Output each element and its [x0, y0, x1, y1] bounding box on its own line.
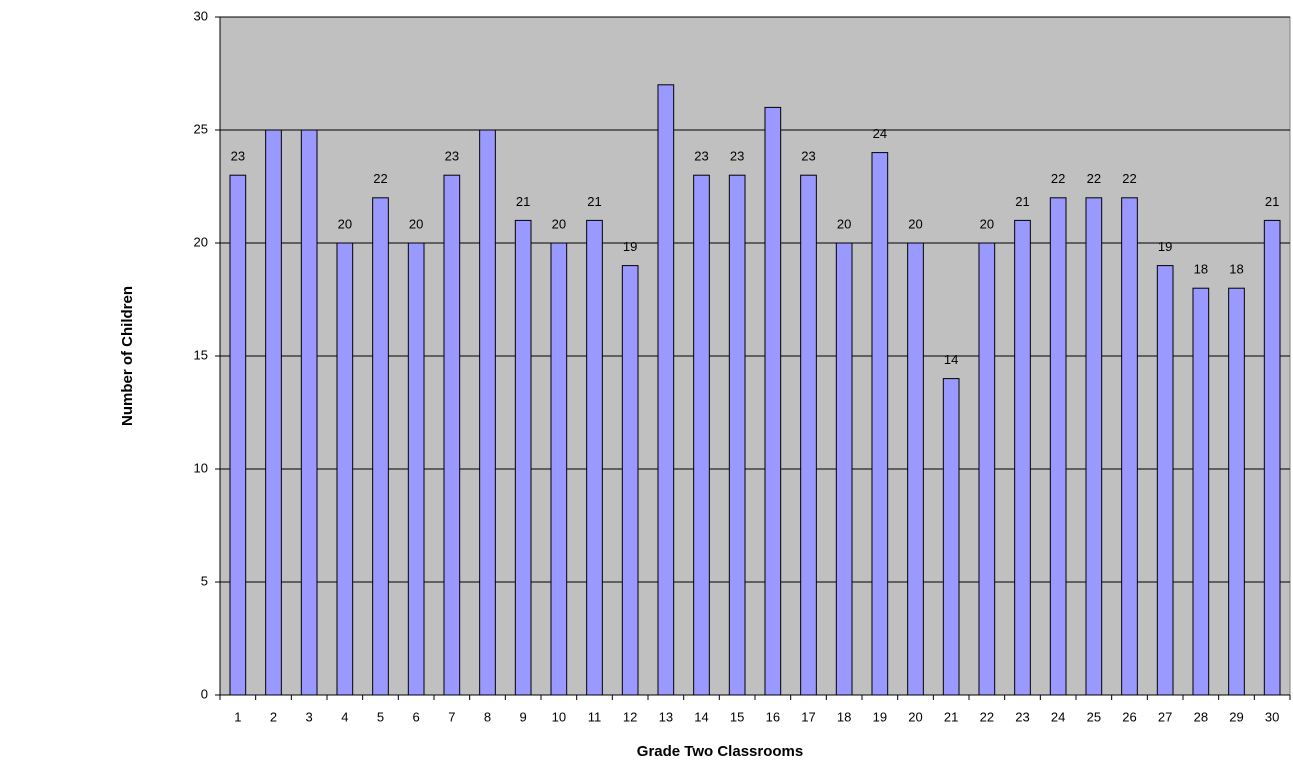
y-tick-label: 10	[194, 460, 208, 475]
bar	[978, 242, 996, 696]
x-tick-label: 22	[980, 709, 994, 724]
value-label: 21	[587, 194, 601, 209]
value-label: 20	[980, 216, 994, 231]
bar	[229, 174, 247, 696]
x-tick-label: 25	[1087, 709, 1101, 724]
x-tick-label: 21	[944, 709, 958, 724]
bar	[1049, 197, 1067, 696]
bar	[265, 129, 282, 696]
bar	[550, 242, 568, 696]
x-tick-label: 9	[520, 709, 527, 724]
value-label: 19	[1158, 239, 1172, 254]
x-tick-label: 26	[1122, 709, 1136, 724]
value-label: 21	[1265, 194, 1279, 209]
y-tick-label: 5	[201, 573, 208, 588]
bar	[479, 129, 496, 696]
bar	[1263, 219, 1281, 696]
value-label: 19	[623, 239, 637, 254]
x-tick-label: 7	[448, 709, 455, 724]
value-label: 18	[1194, 262, 1208, 277]
x-tick-label: 12	[623, 709, 637, 724]
x-tick-label: 14	[694, 709, 708, 724]
value-label: 22	[1051, 171, 1065, 186]
x-tick-label: 10	[552, 709, 566, 724]
y-tick-label: 0	[201, 686, 208, 701]
value-label: 22	[373, 171, 387, 186]
bar	[1156, 265, 1174, 696]
bar	[621, 265, 639, 696]
x-tick-label: 27	[1158, 709, 1172, 724]
bar	[657, 84, 675, 696]
value-label: 20	[552, 216, 566, 231]
x-tick-label: 17	[801, 709, 815, 724]
bar	[728, 174, 746, 696]
x-tick-label: 3	[306, 709, 313, 724]
value-label: 23	[801, 149, 815, 164]
bar	[764, 106, 782, 696]
bar	[871, 152, 889, 696]
value-label: 23	[730, 149, 744, 164]
x-tick-label: 29	[1229, 709, 1243, 724]
x-tick-label: 8	[484, 709, 491, 724]
x-tick-label: 19	[873, 709, 887, 724]
x-tick-label: 18	[837, 709, 851, 724]
bar	[336, 242, 354, 696]
x-tick-label: 30	[1265, 709, 1279, 724]
value-label: 24	[873, 126, 887, 141]
bar	[1121, 197, 1138, 696]
bar	[586, 219, 603, 696]
x-axis-title: Grade Two Classrooms	[637, 743, 803, 760]
value-label: 14	[944, 352, 958, 367]
x-tick-label: 15	[730, 709, 744, 724]
value-label: 21	[1015, 194, 1029, 209]
y-tick-label: 30	[194, 8, 208, 23]
x-tick-label: 24	[1051, 709, 1065, 724]
x-tick-label: 23	[1015, 709, 1029, 724]
x-tick-label: 28	[1194, 709, 1208, 724]
bar	[1192, 287, 1210, 696]
value-label: 23	[694, 149, 708, 164]
x-tick-label: 11	[588, 709, 602, 724]
y-axis-title: Number of Children	[119, 286, 136, 426]
x-tick-label: 2	[270, 709, 277, 724]
bar	[300, 129, 318, 696]
bar	[372, 197, 389, 696]
x-tick-label: 20	[908, 709, 922, 724]
bar	[514, 219, 532, 696]
x-tick-label: 6	[413, 709, 420, 724]
x-tick-label: 13	[659, 709, 673, 724]
bar	[1014, 219, 1031, 696]
y-tick-label: 20	[194, 234, 208, 249]
y-tick-label: 25	[194, 121, 208, 136]
bar	[907, 242, 924, 696]
x-tick-label: 1	[234, 709, 241, 724]
value-label: 22	[1122, 171, 1136, 186]
y-tick-label: 15	[194, 347, 208, 362]
bar	[693, 174, 710, 696]
value-label: 18	[1229, 262, 1243, 277]
value-label: 21	[516, 194, 530, 209]
bar	[800, 174, 817, 696]
x-tick-label: 16	[766, 709, 780, 724]
bar	[1228, 287, 1245, 696]
bar	[835, 242, 853, 696]
x-tick-label: 5	[377, 709, 384, 724]
bar	[443, 174, 461, 696]
value-label: 20	[409, 216, 423, 231]
value-label: 23	[445, 149, 459, 164]
value-label: 20	[837, 216, 851, 231]
x-tick-label: 4	[341, 709, 348, 724]
bar	[942, 378, 960, 696]
bar	[407, 242, 425, 696]
value-label: 23	[231, 149, 245, 164]
value-label: 20	[338, 216, 352, 231]
value-label: 20	[908, 216, 922, 231]
bar	[1085, 197, 1103, 696]
value-label: 22	[1087, 171, 1101, 186]
